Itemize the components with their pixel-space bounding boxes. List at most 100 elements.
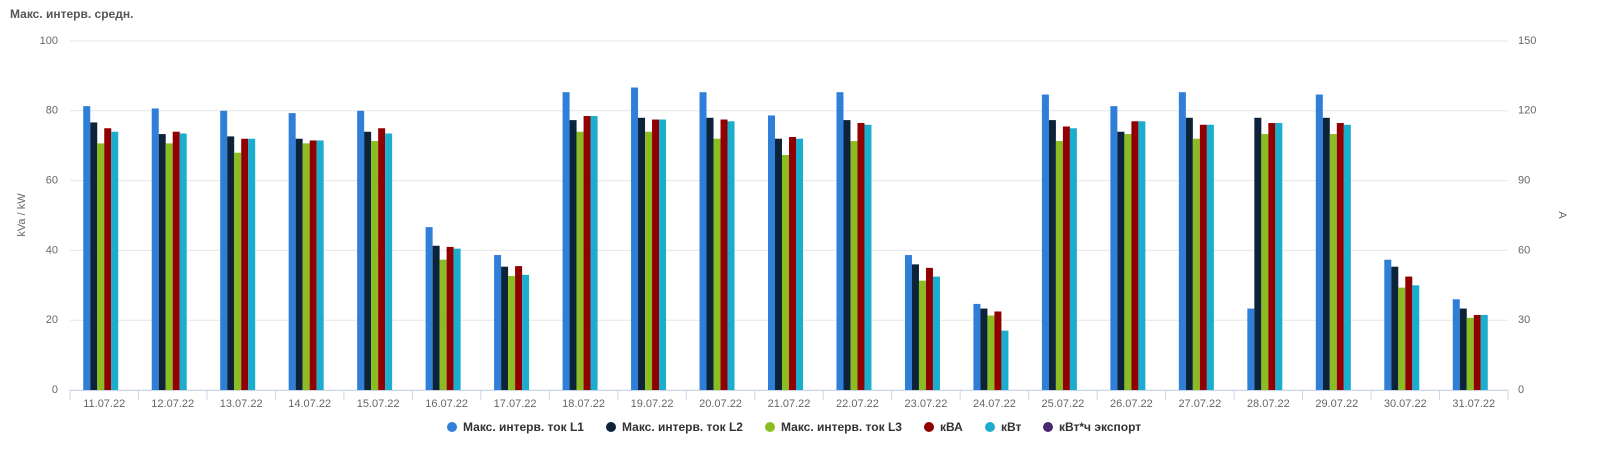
x-tick-label: 17.07.22 bbox=[494, 398, 537, 410]
legend-label: кВт bbox=[1001, 420, 1022, 434]
bar bbox=[911, 264, 919, 390]
y-tick-label: 40 bbox=[46, 244, 58, 256]
bar bbox=[425, 227, 433, 390]
legend-marker bbox=[765, 422, 775, 432]
bar bbox=[1384, 259, 1392, 390]
bar bbox=[918, 280, 926, 390]
bar bbox=[789, 136, 796, 390]
legend-label: кВА bbox=[940, 420, 963, 434]
bar bbox=[1131, 121, 1139, 391]
bar bbox=[576, 131, 584, 391]
bar bbox=[172, 131, 180, 391]
bar bbox=[508, 275, 516, 390]
bar bbox=[1069, 128, 1077, 390]
bar bbox=[97, 143, 105, 390]
bar bbox=[720, 119, 728, 391]
bar bbox=[1110, 106, 1118, 390]
bar bbox=[1192, 138, 1200, 390]
y2-tick-label: 0 bbox=[1518, 384, 1524, 396]
bar bbox=[706, 117, 714, 390]
bar bbox=[371, 141, 379, 390]
bar bbox=[994, 311, 1002, 390]
legend-label: кВт*ч экспорт bbox=[1059, 420, 1141, 434]
x-tick-label: 31.07.22 bbox=[1452, 398, 1495, 410]
bar bbox=[295, 138, 303, 390]
x-tick-label: 14.07.22 bbox=[288, 398, 331, 410]
legend-marker bbox=[606, 422, 616, 432]
bar bbox=[439, 259, 447, 390]
bar bbox=[1254, 117, 1262, 390]
x-tick-label: 21.07.22 bbox=[768, 398, 811, 410]
bar bbox=[768, 115, 775, 390]
bar bbox=[638, 117, 646, 390]
bar bbox=[645, 131, 653, 391]
bar bbox=[850, 141, 858, 390]
bar bbox=[316, 140, 324, 390]
bar bbox=[843, 120, 851, 391]
bar bbox=[1185, 117, 1193, 390]
bar bbox=[1480, 314, 1488, 390]
x-tick-label: 27.07.22 bbox=[1178, 398, 1221, 410]
bar bbox=[234, 152, 242, 390]
bar bbox=[432, 245, 440, 390]
x-tick-label: 16.07.22 bbox=[425, 398, 468, 410]
x-tick-label: 28.07.22 bbox=[1247, 398, 1290, 410]
bar bbox=[904, 255, 912, 390]
bar bbox=[501, 266, 509, 390]
legend-label: Макс. интерв. ток L1 bbox=[463, 420, 584, 434]
bar bbox=[494, 255, 502, 390]
bar bbox=[357, 110, 365, 391]
bar bbox=[1178, 92, 1186, 390]
bar bbox=[1041, 94, 1049, 390]
x-tick-label: 19.07.22 bbox=[631, 398, 674, 410]
bar bbox=[652, 119, 660, 391]
x-tick-label: 26.07.22 bbox=[1110, 398, 1153, 410]
bar bbox=[782, 155, 789, 390]
bar bbox=[1138, 121, 1146, 391]
bar bbox=[1329, 134, 1337, 390]
bar bbox=[659, 119, 667, 391]
bar bbox=[796, 138, 803, 390]
bar bbox=[1048, 120, 1056, 391]
bar bbox=[1398, 287, 1406, 390]
bar bbox=[1412, 285, 1420, 390]
bar bbox=[562, 92, 570, 390]
bar bbox=[515, 266, 523, 390]
legend-marker bbox=[985, 422, 995, 432]
bar bbox=[220, 110, 228, 391]
chart-title: Макс. интерв. средн. bbox=[10, 7, 133, 21]
bar bbox=[1268, 123, 1276, 390]
x-tick-label: 24.07.22 bbox=[973, 398, 1016, 410]
y-tick-label: 100 bbox=[40, 35, 58, 47]
bar bbox=[1459, 308, 1467, 390]
x-tick-label: 20.07.22 bbox=[699, 398, 742, 410]
bar bbox=[583, 116, 591, 390]
bar bbox=[1261, 134, 1269, 390]
legend-marker bbox=[447, 422, 457, 432]
bar bbox=[248, 138, 256, 390]
y2-tick-label: 30 bbox=[1518, 314, 1530, 326]
bar bbox=[925, 267, 933, 390]
x-tick-label: 18.07.22 bbox=[562, 398, 605, 410]
bar bbox=[1336, 123, 1344, 390]
x-tick-label: 30.07.22 bbox=[1384, 398, 1427, 410]
bar bbox=[1001, 330, 1009, 390]
bar bbox=[453, 248, 461, 390]
bar bbox=[1247, 308, 1255, 390]
bar bbox=[932, 276, 940, 390]
bar bbox=[727, 121, 735, 391]
y2-tick-label: 60 bbox=[1518, 244, 1530, 256]
y-tick-label: 60 bbox=[46, 175, 58, 187]
bar bbox=[987, 315, 995, 390]
bar bbox=[241, 138, 249, 390]
bar bbox=[857, 123, 865, 390]
legend-marker bbox=[924, 422, 934, 432]
bar bbox=[973, 303, 981, 390]
bar bbox=[1055, 141, 1063, 390]
bar bbox=[111, 131, 119, 391]
y-tick-label: 20 bbox=[46, 314, 58, 326]
x-tick-label: 11.07.22 bbox=[83, 398, 125, 410]
bar bbox=[158, 134, 166, 390]
bar bbox=[364, 131, 372, 391]
